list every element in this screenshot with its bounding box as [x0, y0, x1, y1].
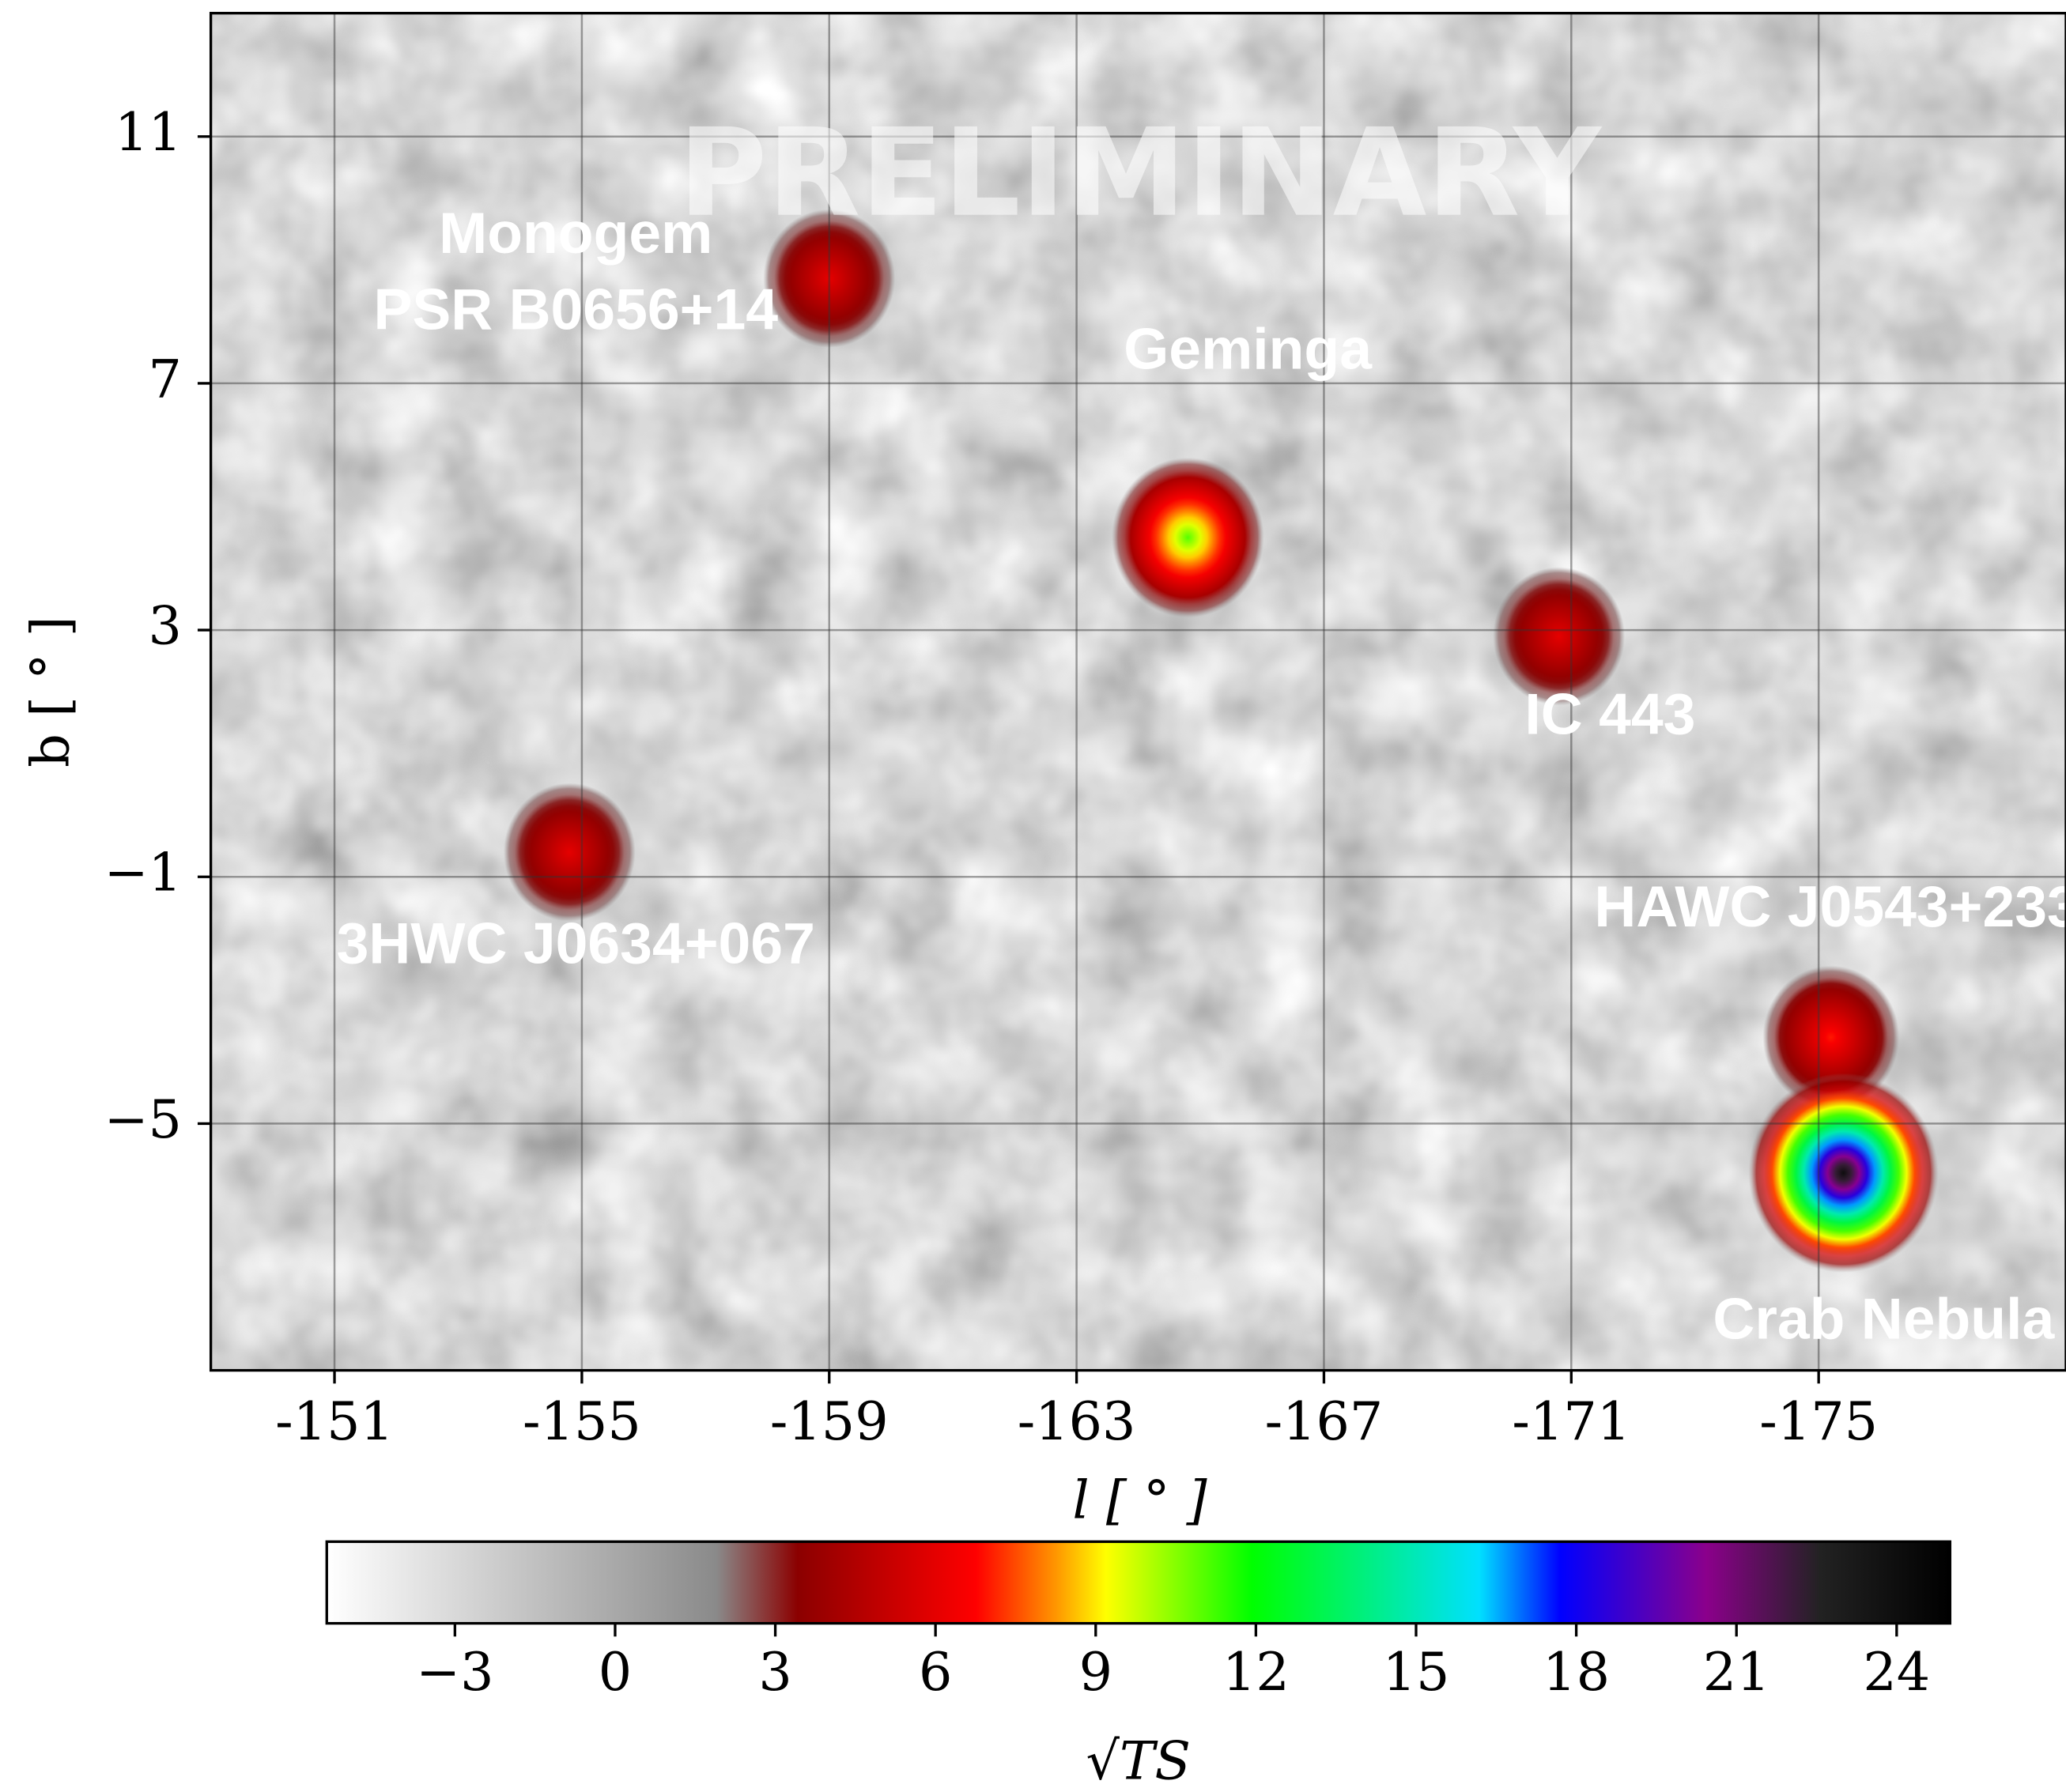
source-blob [1762, 965, 1900, 1109]
x-axis-label: l [ ° ] [1072, 1469, 1207, 1530]
colorbar-tick-label: −3 [416, 1641, 493, 1703]
sources [503, 209, 1939, 1273]
colorbar-tick-label: 18 [1543, 1641, 1610, 1703]
source-labels: Monogem PSR B0656+14 Geminga IC 443 3HWC J06… [337, 201, 2066, 1352]
axes: -151 -155 -159 -163 -167 -171 -175 11 7 3 −1 −5 −3 0 3… [104, 101, 1931, 1703]
watermark: PRELIMINARY [678, 104, 1603, 244]
plot-frame [209, 12, 2066, 1372]
colorbar-tick-label: 6 [919, 1641, 952, 1703]
colorbar-tick-label: 21 [1703, 1641, 1770, 1703]
source-blob [1111, 457, 1264, 618]
x-tick-label: -159 [770, 1390, 889, 1452]
source-label: HAWC J0543+233 [1594, 874, 2066, 939]
x-tick-label: -155 [523, 1390, 641, 1452]
x-tick-label: -163 [1018, 1390, 1136, 1452]
colorbar-tick-label: 9 [1079, 1641, 1112, 1703]
colorbar-tick-label: 0 [599, 1641, 632, 1703]
source-label: Geminga [1124, 317, 1373, 382]
source-label: Crab Nebula [1713, 1287, 2055, 1352]
colorbar-tick-label: 12 [1222, 1641, 1290, 1703]
colorbar-label: √TS [1086, 1730, 1192, 1791]
source-blob [503, 783, 636, 922]
x-tick-label: -171 [1512, 1390, 1630, 1452]
colorbar-tick-label: 24 [1863, 1641, 1930, 1703]
y-tick-label: 7 [149, 348, 182, 409]
colorbar-tick-label: 3 [758, 1641, 791, 1703]
map: PRELIMINARY [210, 13, 2066, 1371]
x-tick-label: -167 [1265, 1390, 1384, 1452]
y-tick-label: −5 [104, 1088, 182, 1150]
colorbar [325, 1540, 1952, 1625]
x-tick-label: -175 [1759, 1390, 1878, 1452]
y-tick-label: 11 [115, 101, 182, 163]
source-label: IC 443 [1524, 681, 1695, 746]
y-tick-label: −1 [104, 842, 182, 904]
y-axis-label: b [ ° ] [20, 616, 81, 768]
y-tick-label: 3 [149, 595, 182, 657]
source-label: 3HWC J0634+067 [337, 911, 815, 976]
source-blob [763, 209, 896, 348]
x-tick-label: -151 [275, 1390, 394, 1452]
source-blob [1493, 567, 1626, 706]
source-label: PSR B0656+14 [373, 277, 778, 342]
grid [210, 13, 2066, 1371]
colorbar-tick-label: 15 [1383, 1641, 1450, 1703]
source-label: Monogem [439, 201, 712, 266]
source-blob [1748, 1073, 1939, 1273]
